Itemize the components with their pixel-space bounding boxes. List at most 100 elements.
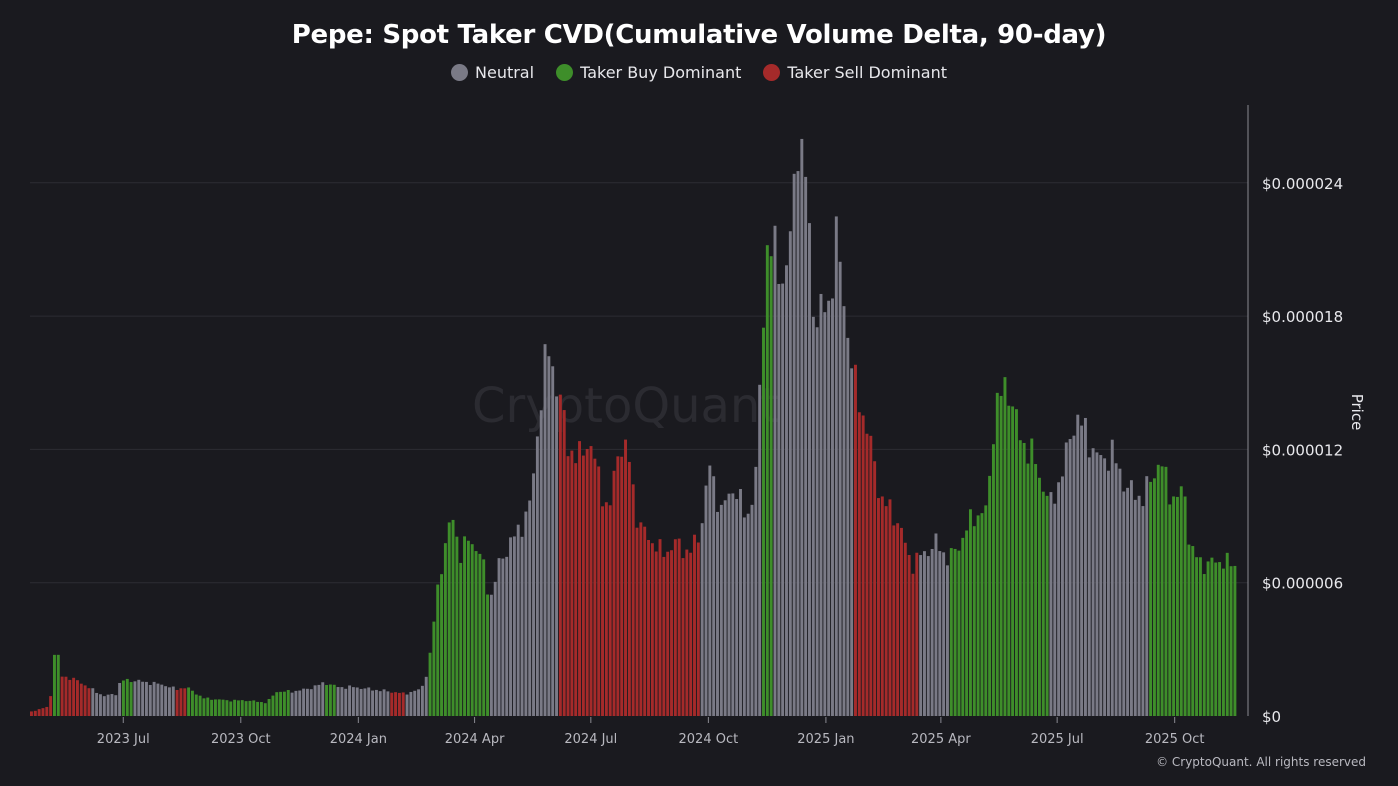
y-tick-label: $0 — [1262, 708, 1281, 726]
x-tick-label: 2025 Apr — [911, 732, 971, 747]
bar-neutral — [831, 298, 834, 716]
bar-neutral — [1118, 468, 1122, 716]
bar-sell — [604, 502, 608, 716]
bar-sell — [900, 527, 903, 716]
legend-item-buy[interactable]: Taker Buy Dominant — [556, 63, 741, 82]
bar-neutral — [144, 681, 148, 716]
bar-sell — [696, 542, 700, 716]
chart-title: Pepe: Spot Taker CVD(Cumulative Volume D… — [291, 20, 1107, 50]
bar-neutral — [754, 466, 758, 716]
bar-buy — [482, 559, 486, 716]
bar-neutral — [850, 368, 854, 716]
bar-buy — [271, 695, 275, 716]
bar-neutral — [716, 511, 719, 716]
x-tick-label: 2024 Oct — [679, 732, 739, 747]
bar-buy — [470, 544, 474, 716]
bar-neutral — [555, 396, 558, 716]
bar-sell — [49, 696, 53, 716]
bar-buy — [1007, 405, 1011, 716]
bar-neutral — [792, 173, 796, 716]
bar-buy — [252, 700, 256, 716]
bar-buy — [56, 654, 60, 716]
bar-buy — [256, 701, 260, 716]
bar-neutral — [1137, 495, 1141, 716]
bar-buy — [1030, 438, 1034, 716]
bar-neutral — [938, 551, 942, 716]
bar-buy — [244, 701, 248, 716]
bar-buy — [259, 702, 263, 716]
bar-buy — [225, 700, 229, 716]
bar-buy — [478, 553, 482, 716]
bar-sell — [662, 556, 666, 716]
bar-buy — [263, 703, 267, 716]
bar-sell — [681, 558, 685, 716]
bar-buy — [984, 505, 988, 716]
bar-buy — [1214, 562, 1218, 716]
bar-sell — [30, 711, 33, 716]
bar-buy — [949, 548, 953, 716]
legend-item-neutral[interactable]: Neutral — [451, 63, 534, 82]
bar-sell — [597, 466, 601, 716]
bar-sell — [612, 470, 616, 716]
bar-neutral — [777, 283, 781, 716]
bar-buy — [976, 515, 980, 716]
bar-neutral — [420, 685, 424, 716]
bar-buy — [1149, 481, 1153, 716]
bar-neutral — [1106, 470, 1110, 716]
bar-neutral — [823, 312, 827, 716]
bar-buy — [765, 245, 769, 716]
bar-sell — [627, 461, 631, 716]
bar-neutral — [137, 679, 141, 716]
bar-neutral — [351, 687, 355, 716]
bar-neutral — [781, 283, 785, 716]
bar-sell — [880, 496, 884, 716]
bar-sell — [639, 522, 643, 716]
copyright-text: © CryptoQuant. All rights reserved — [1156, 755, 1366, 769]
bar-sell — [37, 709, 41, 716]
bar-buy — [1206, 561, 1210, 716]
bar-buy — [474, 551, 478, 716]
bar-buy — [953, 548, 957, 716]
bar-buy — [1229, 566, 1233, 716]
bar-neutral — [374, 689, 378, 716]
bar-buy — [999, 395, 1003, 716]
bar-buy — [233, 699, 237, 716]
bar-buy — [451, 519, 455, 716]
bar-buy — [1026, 463, 1030, 716]
bar-sell — [79, 683, 83, 716]
bar-neutral — [539, 410, 543, 716]
bar-neutral — [1095, 452, 1099, 716]
bar-neutral — [796, 171, 800, 716]
bar-buy — [968, 509, 972, 716]
bar-neutral — [930, 548, 934, 716]
bar-neutral — [118, 683, 122, 716]
x-tick-label: 2024 Jan — [330, 732, 387, 747]
x-tick-label: 2024 Apr — [445, 732, 505, 747]
bar-neutral — [509, 537, 513, 716]
bar-sell — [670, 550, 673, 716]
bar-buy — [1233, 565, 1237, 716]
bar-buy — [1183, 496, 1187, 716]
bar-neutral — [148, 684, 152, 716]
bar-neutral — [321, 682, 325, 716]
bar-neutral — [405, 694, 409, 716]
bar-neutral — [842, 306, 846, 716]
bar-buy — [1034, 464, 1038, 716]
x-tick-label: 2025 Jan — [797, 732, 854, 747]
bar-neutral — [110, 694, 114, 716]
bar-neutral — [424, 676, 428, 716]
bar-sell — [658, 539, 662, 716]
bar-buy — [1179, 486, 1183, 716]
bar-neutral — [160, 684, 164, 716]
bar-buy — [332, 684, 336, 716]
bar-sell — [72, 677, 76, 716]
legend-item-sell[interactable]: Taker Sell Dominant — [763, 63, 947, 82]
bar-neutral — [750, 504, 754, 716]
bar-buy — [1168, 504, 1172, 716]
bar-neutral — [95, 692, 99, 716]
bar-sell — [68, 679, 72, 716]
bar-neutral — [363, 688, 367, 716]
bar-buy — [1160, 466, 1164, 716]
bar-buy — [980, 513, 984, 716]
